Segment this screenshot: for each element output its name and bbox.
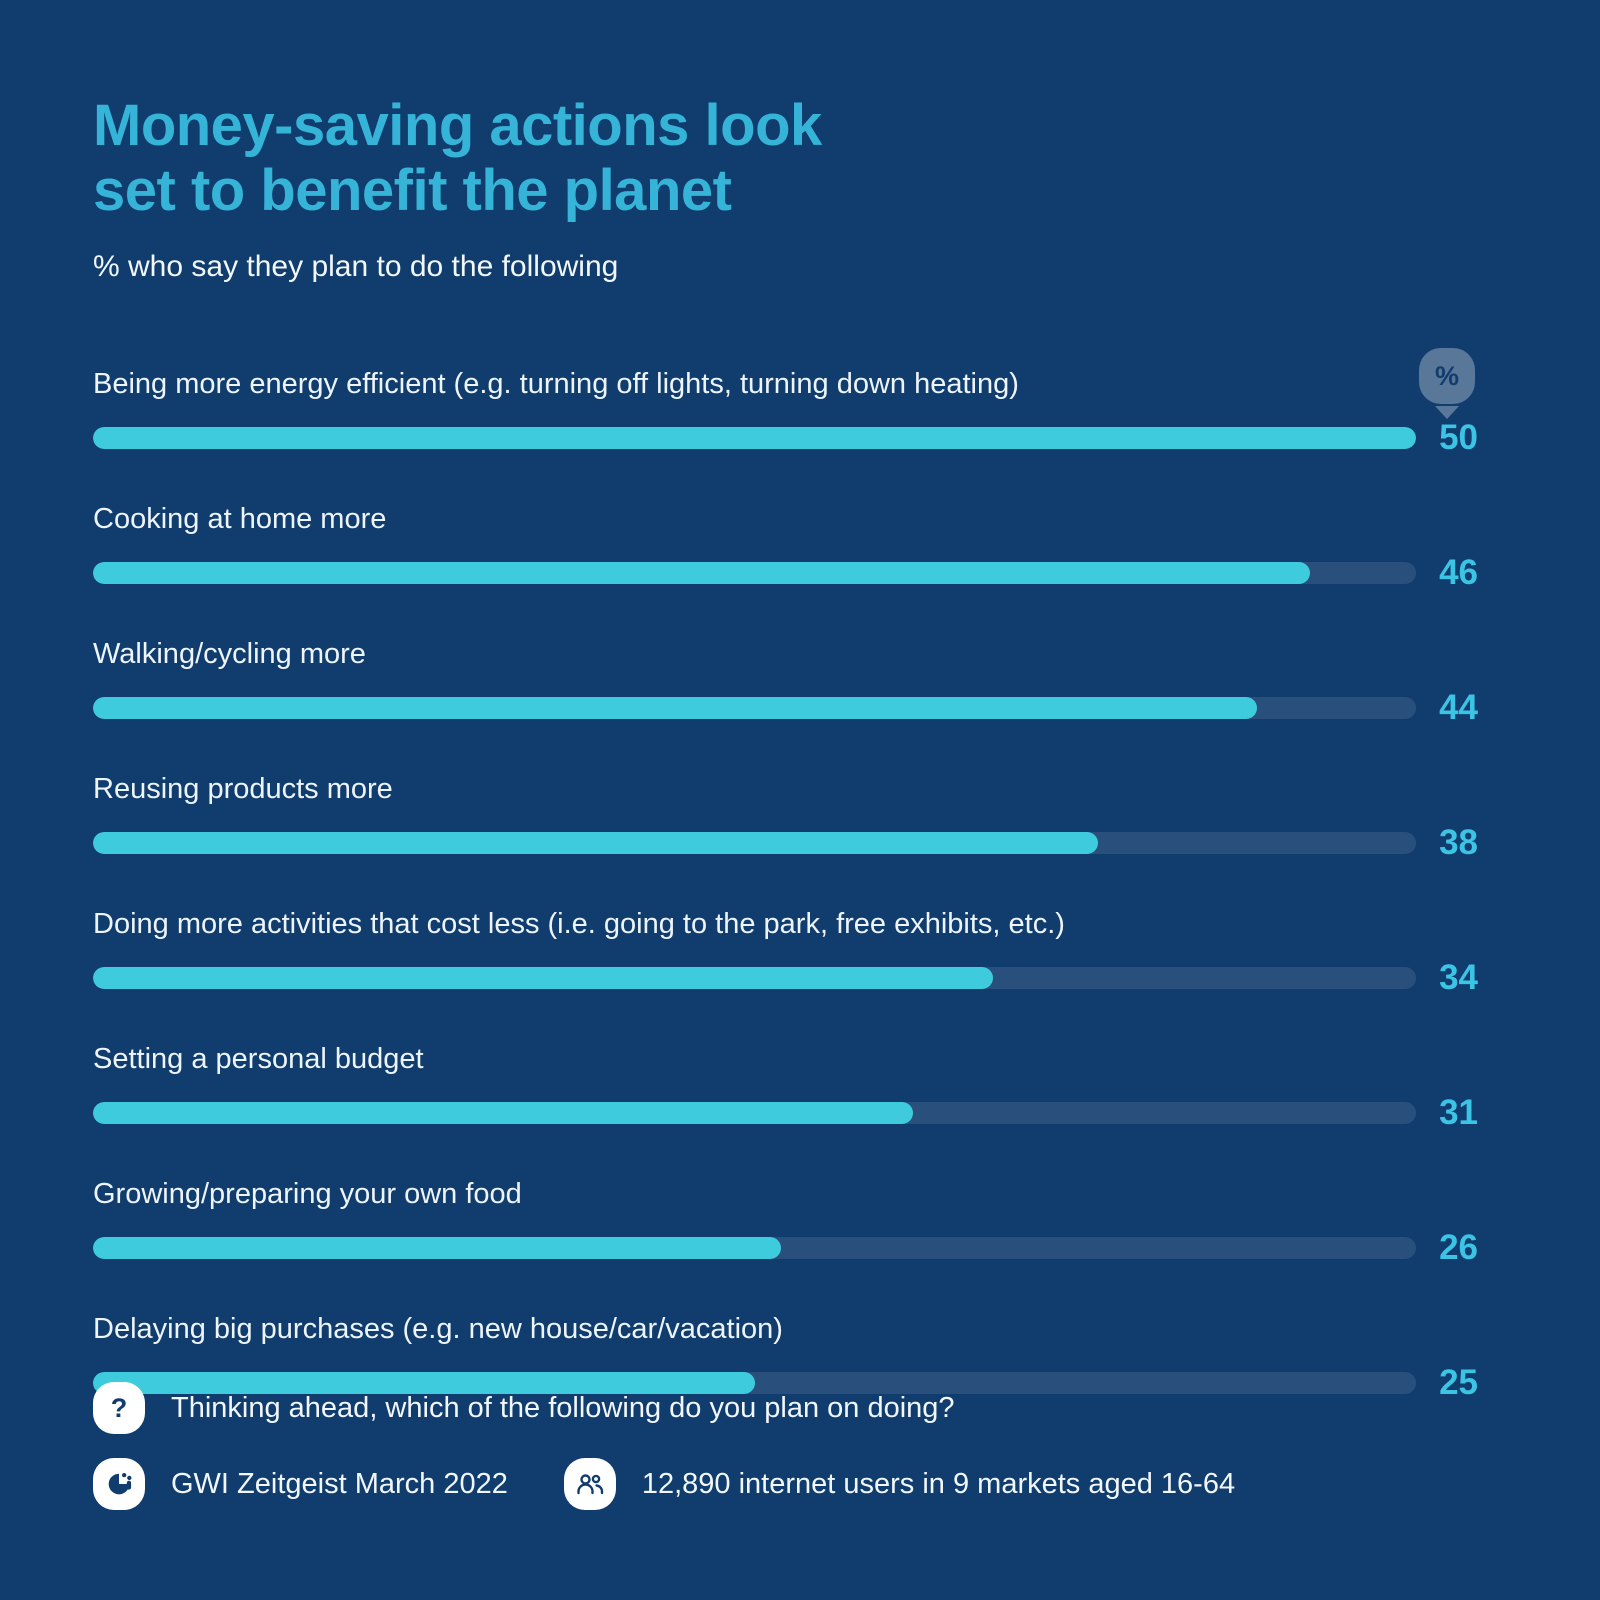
bar-value: 38 [1439, 822, 1478, 862]
sample-text: 12,890 internet users in 9 markets aged … [641, 1467, 1236, 1500]
percent-pin-bubble: % [1419, 348, 1475, 404]
bar-track [93, 831, 1416, 854]
bar-track [93, 426, 1416, 449]
bar-value: 34 [1439, 957, 1478, 997]
bar-line: 46 [93, 553, 1478, 593]
bar-row: Being more energy efficient (e.g. turnin… [93, 366, 1478, 458]
bar-track [93, 696, 1416, 719]
source-text: GWI Zeitgeist March 2022 [171, 1467, 508, 1500]
bar-label: Reusing products more [93, 772, 393, 805]
bar-line: 34 [93, 958, 1478, 998]
bar-line: 25 [93, 1363, 1478, 1403]
gwi-logo-icon [93, 1458, 145, 1510]
bar-fill [93, 966, 993, 989]
question-glyph: ? [110, 1392, 128, 1423]
question-row: ? Thinking ahead, which of the following… [93, 1382, 1235, 1434]
title-line-2: set to benefit the planet [93, 157, 732, 223]
source-row: GWI Zeitgeist March 2022 12,890 internet… [93, 1458, 1235, 1510]
percent-pin-icon: % [1419, 348, 1475, 419]
bar-line: 31 [93, 1093, 1478, 1133]
bar-row: Setting a personal budget 31 [93, 1041, 1478, 1133]
gwi-logo-glyph [108, 1472, 132, 1495]
bar-fill [93, 1101, 914, 1124]
bar-line: 50 [93, 418, 1478, 458]
bar-fill [93, 1371, 755, 1394]
percent-pin-tip [1435, 406, 1459, 419]
bar-track [93, 1101, 1416, 1124]
footer: ? Thinking ahead, which of the following… [93, 1382, 1235, 1534]
bar-label: Walking/cycling more [93, 637, 366, 670]
bar-line: 44 [93, 688, 1478, 728]
bar-line: 38 [93, 823, 1478, 863]
bar-fill [93, 696, 1258, 719]
bar-track [93, 966, 1416, 989]
bar-row: Growing/preparing your own food 26 [93, 1176, 1478, 1268]
title-line-1: Money-saving actions look [93, 93, 822, 158]
question-text: Thinking ahead, which of the following d… [171, 1391, 955, 1424]
bar-value: 26 [1439, 1227, 1478, 1267]
chart-subtitle: % who say they plan to do the following [93, 249, 619, 283]
percent-pin-label: % [1434, 360, 1459, 391]
bar-value: 31 [1439, 1092, 1478, 1132]
bar-track [93, 1371, 1416, 1394]
bar-label: Being more energy efficient (e.g. turnin… [93, 367, 1019, 400]
bar-row: Walking/cycling more 44 [93, 636, 1478, 728]
bar-label: Growing/preparing your own food [93, 1177, 522, 1210]
bar-label: Delaying big purchases (e.g. new house/c… [93, 1312, 783, 1345]
bar-row: Reusing products more 38 [93, 771, 1478, 863]
question-icon: ? [93, 1382, 145, 1434]
bar-label: Doing more activities that cost less (i.… [93, 907, 1065, 940]
bar-label: Setting a personal budget [93, 1042, 424, 1075]
bar-value: 46 [1439, 552, 1478, 592]
bar-value: 44 [1439, 687, 1478, 727]
bar-value: 50 [1439, 417, 1478, 457]
users-glyph [577, 1474, 604, 1495]
bar-value: 25 [1439, 1362, 1478, 1402]
bar-fill [93, 426, 1416, 449]
bar-row: Doing more activities that cost less (i.… [93, 906, 1478, 998]
page-title: Money-saving actions look set to benefit… [93, 93, 1478, 224]
bar-rows: Being more energy efficient (e.g. turnin… [93, 366, 1478, 1403]
bar-fill [93, 831, 1099, 854]
bar-line: 26 [93, 1228, 1478, 1268]
bar-row: Cooking at home more 46 [93, 501, 1478, 593]
bar-fill [93, 1236, 781, 1259]
bar-track [93, 1236, 1416, 1259]
users-icon [563, 1458, 616, 1510]
bar-fill [93, 561, 1311, 584]
bar-row: Delaying big purchases (e.g. new house/c… [93, 1311, 1478, 1403]
bar-track [93, 561, 1416, 584]
bar-label: Cooking at home more [93, 502, 387, 535]
